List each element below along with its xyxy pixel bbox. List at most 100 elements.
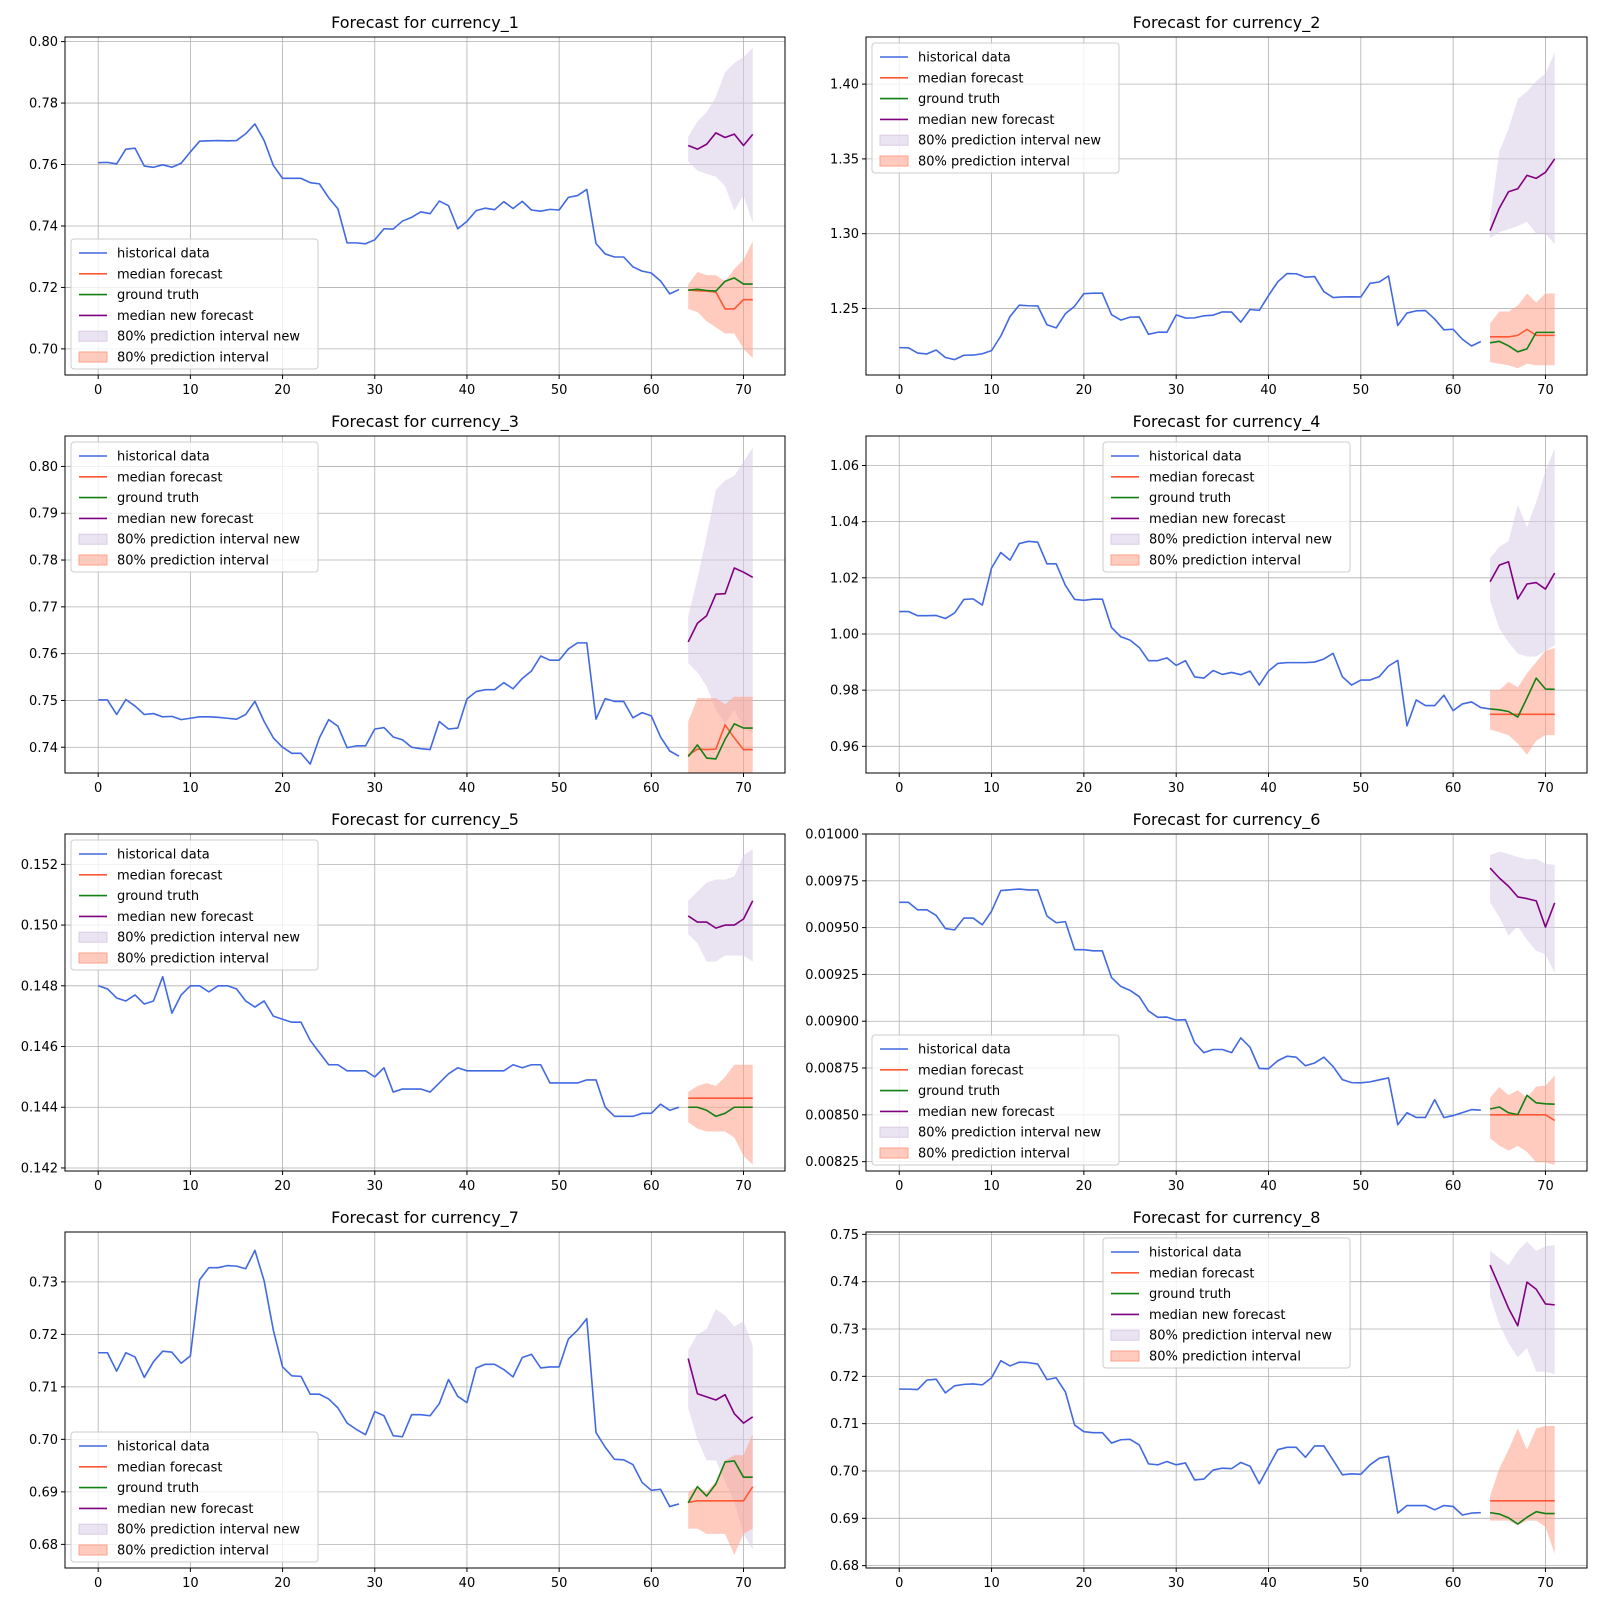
x-tick-label: 70 [735,383,752,398]
legend-label: historical data [1149,1246,1242,1261]
plot-area [98,447,754,773]
legend-swatch-patch [78,554,108,566]
legend-label: median new forecast [1149,1308,1285,1323]
legend-label: ground truth [1149,491,1231,506]
y-tick-label: 1.25 [830,302,859,317]
legend-label: historical data [117,450,210,465]
y-tick-label: 0.144 [21,1101,58,1116]
x-tick-label: 20 [1076,1576,1093,1591]
median-new-forecast-line [1489,867,1556,928]
subplot-title: Forecast for currency_4 [1133,412,1321,432]
x-tick-label: 40 [1260,1179,1277,1194]
x-tick-label: 0 [94,383,102,398]
y-tick-label: 0.00825 [805,1155,859,1170]
y-tick-label: 0.96 [830,740,859,755]
x-tick-label: 30 [366,1576,383,1591]
plot-area [899,851,1556,1166]
median-forecast-line [688,1486,754,1504]
subplot-title: Forecast for currency_3 [331,412,519,432]
x-tick-label: 40 [1260,1576,1277,1591]
y-tick-label: 0.80 [29,35,58,50]
median-forecast-line [1490,1114,1556,1122]
x-tick-label: 10 [983,383,1000,398]
median-new-forecast-line [687,900,754,929]
y-tick-label: 0.146 [21,1040,58,1055]
legend: historical data median forecast ground tru… [871,42,1120,174]
legend-label: median forecast [1149,470,1254,485]
x-tick-label: 30 [366,781,383,796]
x-tick-label: 10 [182,383,199,398]
legend-label: 80% prediction interval [918,155,1070,170]
legend-label: historical data [1149,450,1242,465]
x-tick-label: 70 [1537,1576,1554,1591]
subplot-title: Forecast for currency_7 [331,1208,519,1228]
median-new-forecast-line [1489,1264,1555,1327]
legend-swatch-patch [78,931,108,943]
x-tick-label: 0 [895,1576,903,1591]
prediction-interval-new-band [688,849,753,962]
legend-label: median new forecast [1149,512,1285,527]
legend-swatch-patch [78,351,108,363]
legend-swatch-patch [78,1544,108,1556]
y-tick-label: 0.150 [21,919,58,934]
plot-area [98,1249,754,1555]
legend-swatch-patch [879,1147,909,1159]
x-tick-label: 50 [1353,1576,1370,1591]
median-new-forecast-line [687,1358,754,1424]
legend-swatch-patch [1110,554,1140,566]
prediction-interval-band [1490,1426,1555,1554]
legend-label: median forecast [1149,1266,1254,1281]
x-tick-label: 20 [274,1576,291,1591]
legend-label: median new forecast [117,910,253,925]
subplot-7: 0 10 20 30 40 50 60 70 0.68 0.69 0.70 0.71 0.72 0.73 F… [29,1208,786,1591]
x-tick-label: 20 [1076,383,1093,398]
y-tick-label: 1.06 [830,459,859,474]
y-tick-label: 0.80 [29,460,58,475]
axes-frame [865,1231,1588,1569]
y-tick-label: 0.72 [29,1328,58,1343]
ground-truth-line [1489,1510,1555,1525]
y-tick-label: 0.00850 [805,1108,859,1123]
legend-box [1102,1237,1351,1369]
subplot-8: 0 10 20 30 40 50 60 70 0.68 0.69 0.70 0.71 0.72 0.73 0… [830,1208,1588,1591]
legend-box [871,42,1120,174]
legend-label: 80% prediction interval [117,1544,269,1559]
axes-frame [64,36,786,376]
axes-frame [865,833,1588,1172]
x-tick-label: 40 [1260,383,1277,398]
plot-area [97,849,754,1165]
legend: historical data median forecast ground tru… [871,1034,1120,1166]
subplot-title: Forecast for currency_8 [1133,1208,1321,1228]
legend-swatch-patch [78,952,108,964]
legend-label: 80% prediction interval [117,351,269,366]
x-tick-label: 30 [1168,781,1185,796]
ground-truth-line [1489,1094,1555,1116]
x-tick-label: 50 [551,1576,568,1591]
median-forecast-line [687,723,753,756]
x-tick-label: 0 [94,781,102,796]
median-forecast-line [688,289,753,310]
legend-label: historical data [918,51,1011,66]
plot-area [899,1241,1555,1554]
x-tick-label: 40 [459,1179,476,1194]
y-tick-label: 0.73 [830,1323,859,1338]
legend-label: 80% prediction interval new [117,931,300,946]
median-new-forecast-line [687,132,754,150]
y-tick-label: 0.72 [830,1370,859,1385]
y-tick-label: 0.00975 [805,874,859,889]
subplot-5: 0 10 20 30 40 50 60 70 0.142 0.144 0.146 0.148 0.150… [21,810,786,1194]
legend-label: historical data [117,247,210,262]
x-tick-label: 60 [643,1576,660,1591]
median-forecast-line [1490,328,1555,338]
x-tick-label: 10 [983,781,1000,796]
y-tick-label: 0.71 [830,1417,859,1432]
x-tick-label: 50 [1353,383,1370,398]
ground-truth-line [1489,677,1555,718]
historical-data-line [97,975,680,1118]
legend-label: median new forecast [117,512,253,527]
y-tick-label: 0.68 [29,1538,58,1553]
y-tick-label: 0.00875 [805,1062,859,1077]
median-new-forecast-line [1489,158,1556,231]
legend-box [70,441,319,573]
